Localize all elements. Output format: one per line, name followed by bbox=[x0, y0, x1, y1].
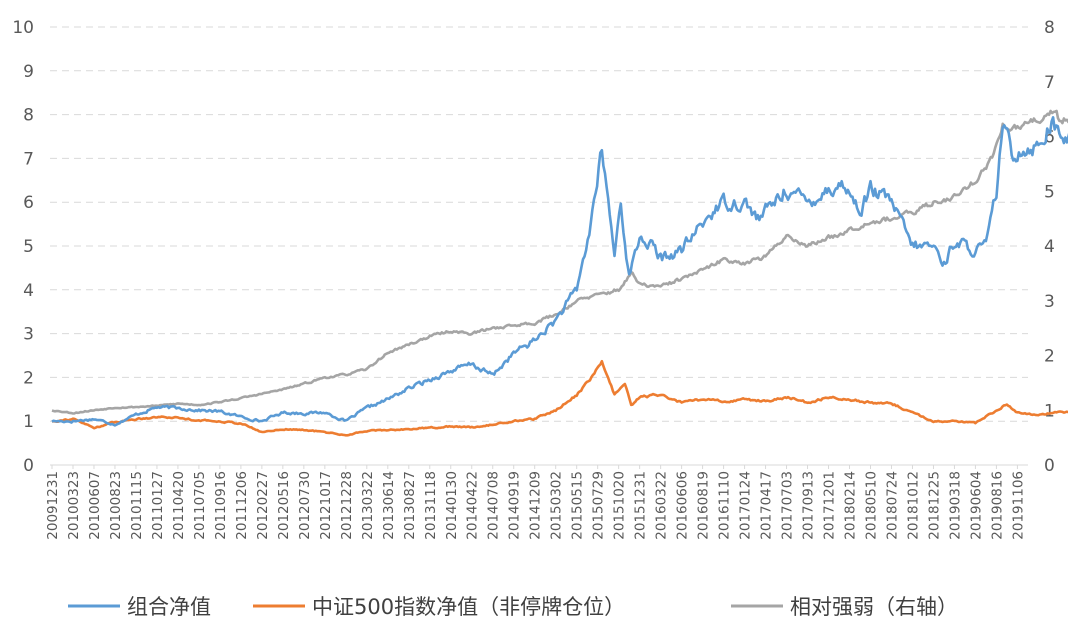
legend-label-1: 中证500指数净值（非停牌仓位） bbox=[312, 595, 625, 619]
x-tick-label: 20110127 bbox=[150, 471, 166, 540]
y-right-tick-label: 5 bbox=[1044, 182, 1055, 202]
legend-label-0: 组合净值 bbox=[127, 595, 211, 619]
x-tick-label: 20140422 bbox=[465, 471, 481, 540]
x-tick-label: 20181225 bbox=[926, 471, 942, 540]
y-left-tick-label: 2 bbox=[23, 368, 34, 388]
series-line-0 bbox=[51, 116, 1068, 427]
x-tick-label: 20130614 bbox=[381, 471, 397, 540]
y-left-tick-label: 6 bbox=[23, 193, 34, 213]
y-left-tick-label: 10 bbox=[12, 18, 34, 38]
x-tick-label: 20110705 bbox=[192, 471, 208, 540]
y-left-tick-label: 0 bbox=[23, 456, 34, 476]
x-tick-label: 20100607 bbox=[87, 471, 103, 540]
x-tick-label: 20140708 bbox=[486, 471, 502, 540]
y-left-tick-label: 5 bbox=[23, 237, 34, 257]
x-tick-label: 20121017 bbox=[318, 471, 334, 540]
legend-label-2: 相对强弱（右轴） bbox=[790, 595, 958, 619]
x-tick-label: 20151231 bbox=[633, 471, 649, 540]
x-tick-label: 20091231 bbox=[45, 471, 61, 540]
y-right-tick-label: 4 bbox=[1044, 237, 1055, 257]
x-tick-label: 20120730 bbox=[297, 471, 313, 540]
x-tick-label: 20130322 bbox=[360, 471, 376, 540]
x-tick-label: 20160322 bbox=[654, 471, 670, 540]
x-tick-label: 20160819 bbox=[696, 471, 712, 540]
series-line-1 bbox=[51, 359, 1068, 437]
y-right-tick-label: 3 bbox=[1044, 292, 1055, 312]
x-tick-label: 20171201 bbox=[822, 471, 838, 540]
y-right-tick-label: 2 bbox=[1044, 347, 1055, 367]
x-tick-label: 20140919 bbox=[507, 471, 523, 540]
y-right-tick-label: 7 bbox=[1044, 73, 1055, 93]
grid-layer bbox=[50, 26, 1028, 466]
y-right-tick-label: 1 bbox=[1044, 401, 1055, 421]
x-tick-label: 20180510 bbox=[863, 471, 879, 540]
x-tick-label: 20190816 bbox=[989, 471, 1005, 540]
y-left-tick-label: 1 bbox=[23, 412, 34, 432]
y-left-tick-label: 9 bbox=[23, 62, 34, 82]
x-tick-label: 20100823 bbox=[108, 471, 124, 540]
x-tick-label: 20101115 bbox=[129, 471, 145, 540]
x-tick-label: 20120516 bbox=[276, 471, 292, 540]
x-tick-label: 20181012 bbox=[905, 471, 921, 540]
x-tick-label: 20191106 bbox=[1010, 471, 1026, 540]
x-tick-label: 20141209 bbox=[528, 471, 544, 540]
right-axis: 0 1 2 3 4 5 6 7 8 bbox=[1044, 18, 1055, 476]
series-line-2 bbox=[51, 109, 1068, 415]
x-tick-label: 20100323 bbox=[66, 471, 82, 540]
x-tick-label: 20170703 bbox=[780, 471, 796, 540]
x-axis: 20091231 20100323 20100607 20100823 20101115… bbox=[45, 465, 1026, 540]
x-tick-label: 20131118 bbox=[423, 471, 439, 540]
y-right-tick-label: 8 bbox=[1044, 18, 1055, 38]
y-right-tick-label: 0 bbox=[1044, 456, 1055, 476]
x-tick-label: 20121228 bbox=[339, 471, 355, 540]
x-tick-label: 20190604 bbox=[968, 471, 984, 540]
x-tick-label: 20130827 bbox=[402, 471, 418, 540]
x-tick-label: 20180214 bbox=[843, 471, 859, 540]
x-tick-label: 20151020 bbox=[612, 471, 628, 540]
x-tick-label: 20150515 bbox=[570, 471, 586, 540]
x-tick-label: 20190318 bbox=[947, 471, 963, 540]
x-tick-label: 20111206 bbox=[234, 471, 250, 540]
y-right-tick-label: 6 bbox=[1044, 128, 1055, 148]
x-tick-label: 20150729 bbox=[591, 471, 607, 540]
y-left-tick-label: 8 bbox=[23, 106, 34, 126]
x-tick-label: 20170913 bbox=[801, 471, 817, 540]
x-tick-label: 20110916 bbox=[213, 471, 229, 540]
x-tick-label: 20140130 bbox=[444, 471, 460, 540]
series-layer bbox=[51, 109, 1068, 437]
legend: 组合净值 中证500指数净值（非停牌仓位） 相对强弱（右轴） bbox=[68, 595, 958, 619]
y-left-tick-label: 4 bbox=[23, 281, 34, 301]
x-tick-label: 20160606 bbox=[675, 471, 691, 540]
x-tick-label: 20170417 bbox=[759, 471, 775, 540]
x-tick-label: 20170124 bbox=[738, 471, 754, 540]
x-tick-label: 20180724 bbox=[884, 471, 900, 540]
x-tick-label: 20110420 bbox=[171, 471, 187, 540]
x-tick-label: 20120227 bbox=[255, 471, 271, 540]
x-tick-label: 20150302 bbox=[549, 471, 565, 540]
x-tick-label: 20161110 bbox=[717, 471, 733, 540]
y-left-tick-label: 3 bbox=[23, 325, 34, 345]
y-left-tick-label: 7 bbox=[23, 149, 34, 169]
left-axis: 0 1 2 3 4 5 6 7 8 9 10 bbox=[12, 18, 34, 476]
